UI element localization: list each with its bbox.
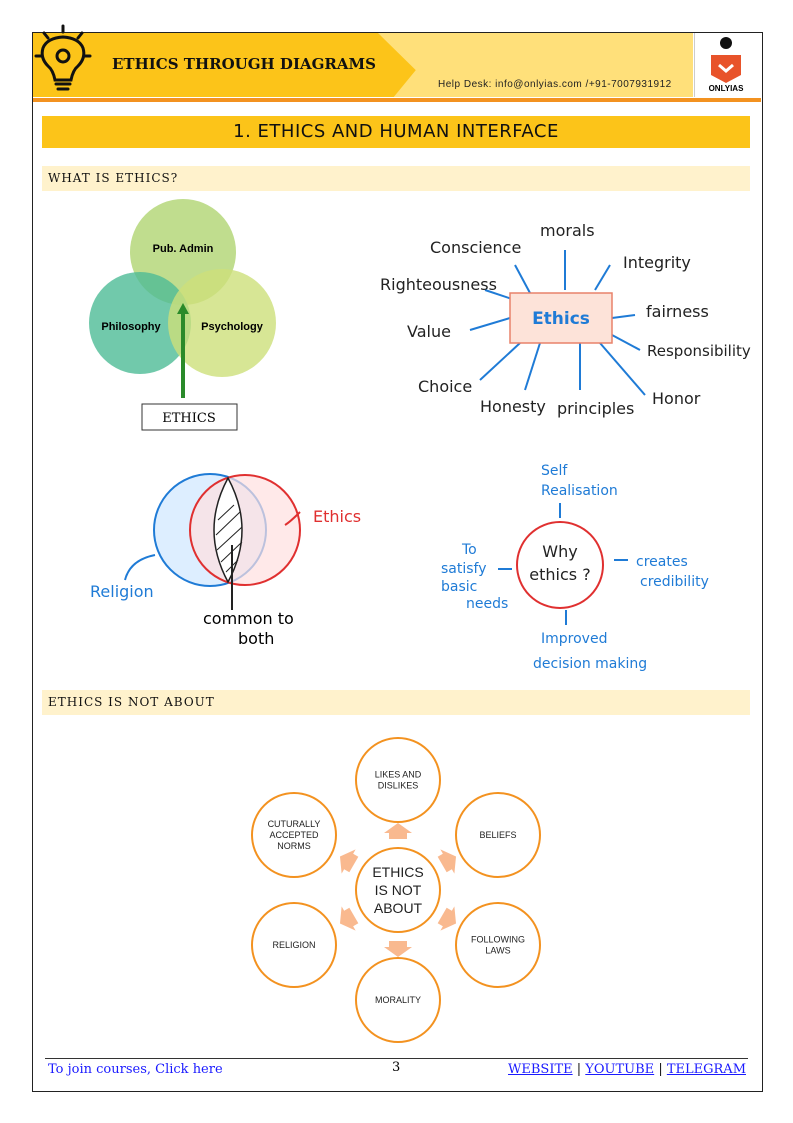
mindmap-word: Value bbox=[407, 322, 451, 341]
mindmap-word: Honesty bbox=[480, 397, 546, 416]
venn-label-religion: Religion bbox=[90, 582, 154, 601]
lightbulb-gear-icon bbox=[34, 24, 92, 91]
svg-text:ONLYIAS: ONLYIAS bbox=[709, 84, 744, 93]
center-label: ABOUT bbox=[374, 900, 423, 916]
center-label: ETHICS bbox=[372, 864, 423, 880]
not-about-label: LIKES AND bbox=[375, 770, 422, 780]
mindmap-word: Conscience bbox=[430, 238, 521, 257]
not-about-label: NORMS bbox=[277, 841, 311, 851]
header-title: ETHICS THROUGH DIAGRAMS bbox=[112, 55, 376, 73]
header-divider bbox=[33, 98, 761, 102]
venn-label-pub-admin: Pub. Admin bbox=[153, 243, 214, 255]
not-about-label: ACCEPTED bbox=[269, 830, 319, 840]
not-about-label: BELIEFS bbox=[479, 830, 516, 840]
ethics-box-label: ETHICS bbox=[162, 411, 216, 426]
mindmap-word: Righteousness bbox=[380, 275, 497, 294]
mindmap-word: Honor bbox=[652, 389, 701, 408]
arrow-icon bbox=[339, 906, 359, 931]
arrow-icon bbox=[437, 849, 457, 874]
why-branch: decision making bbox=[533, 656, 647, 672]
mindmap-word: fairness bbox=[646, 302, 709, 321]
mindmap-word: Integrity bbox=[623, 253, 691, 272]
section-heading-ethics-not-about: ETHICS IS NOT ABOUT bbox=[42, 690, 750, 715]
up-arrow-icon bbox=[181, 312, 185, 398]
join-courses-link[interactable]: To join courses, Click here bbox=[48, 1062, 223, 1077]
venn-label-ethics: Ethics bbox=[313, 507, 361, 526]
why-branch: basic bbox=[441, 579, 477, 595]
center-label: IS NOT bbox=[375, 882, 422, 898]
onlyias-logo[interactable]: ONLYIAS bbox=[694, 33, 761, 97]
not-about-circle bbox=[251, 792, 337, 878]
venn-label-common: common to bbox=[203, 609, 294, 628]
why-center: ethics ? bbox=[529, 565, 590, 584]
not-about-label: CUTURALLY bbox=[268, 819, 321, 829]
not-about-circle bbox=[355, 737, 441, 823]
separator: | bbox=[576, 1062, 582, 1077]
not-about-label: RELIGION bbox=[272, 940, 315, 950]
center-circle bbox=[355, 847, 441, 933]
arrow-icon bbox=[339, 849, 359, 874]
not-about-circle bbox=[355, 957, 441, 1043]
not-about-circle bbox=[251, 902, 337, 988]
not-about-label: FOLLOWING bbox=[471, 935, 525, 945]
why-branch: Realisation bbox=[541, 483, 618, 499]
not-about-label: DISLIKES bbox=[378, 781, 419, 791]
not-about-circle bbox=[455, 792, 541, 878]
mindmap-word: morals bbox=[540, 221, 595, 240]
telegram-link[interactable]: TELEGRAM bbox=[666, 1062, 746, 1077]
why-branch: credibility bbox=[640, 574, 709, 590]
website-link[interactable]: WEBSITE bbox=[508, 1062, 573, 1077]
why-branch: needs bbox=[466, 596, 508, 612]
helpdesk-contact: Help Desk: info@onlyias.com /+91-7007931… bbox=[438, 79, 672, 90]
venn-label-philosophy: Philosophy bbox=[101, 321, 161, 333]
why-center: Why bbox=[542, 542, 577, 561]
mindmap-word: Responsibility bbox=[647, 342, 751, 360]
venn-religion-ethics: Ethics Religion common to both bbox=[90, 473, 361, 648]
chapter-title: 1. ETHICS AND HUMAN INTERFACE bbox=[42, 116, 750, 148]
why-branch: Improved bbox=[541, 631, 607, 647]
why-branch: Self bbox=[541, 463, 568, 479]
why-branch: creates bbox=[636, 554, 688, 570]
header-accent bbox=[378, 33, 693, 97]
venn-pubadmin-philosophy-psychology: Pub. Admin Philosophy Psychology ETHICS bbox=[89, 199, 276, 431]
youtube-link[interactable]: YOUTUBE bbox=[585, 1062, 655, 1077]
venn-label-psychology: Psychology bbox=[201, 321, 264, 333]
why-ethics-diagram: Why ethics ? Self Realisation To satisfy… bbox=[441, 463, 709, 672]
ethics-mindmap: Ethics Conscience morals Integrity Right… bbox=[380, 221, 751, 418]
not-about-label: MORALITY bbox=[375, 995, 421, 1005]
why-branch: To bbox=[461, 542, 477, 558]
not-about-circle bbox=[455, 902, 541, 988]
section-heading-what-is-ethics: WHAT IS ETHICS? bbox=[42, 166, 750, 191]
arrow-icon bbox=[437, 906, 457, 931]
separator: | bbox=[658, 1062, 663, 1077]
arrow-icon bbox=[384, 941, 412, 957]
page-number: 3 bbox=[392, 1060, 401, 1075]
why-branch: satisfy bbox=[441, 561, 487, 577]
not-about-label: LAWS bbox=[485, 946, 510, 956]
arrow-icon bbox=[384, 823, 412, 839]
venn-label-both: both bbox=[238, 629, 274, 648]
mindmap-word: Choice bbox=[418, 377, 472, 396]
page-border bbox=[32, 32, 763, 1092]
footer-links: WEBSITE | YOUTUBE | TELEGRAM bbox=[508, 1062, 746, 1077]
footer-divider bbox=[45, 1058, 748, 1059]
mindmap-word: principles bbox=[557, 399, 634, 418]
mindmap-center: Ethics bbox=[532, 309, 590, 329]
